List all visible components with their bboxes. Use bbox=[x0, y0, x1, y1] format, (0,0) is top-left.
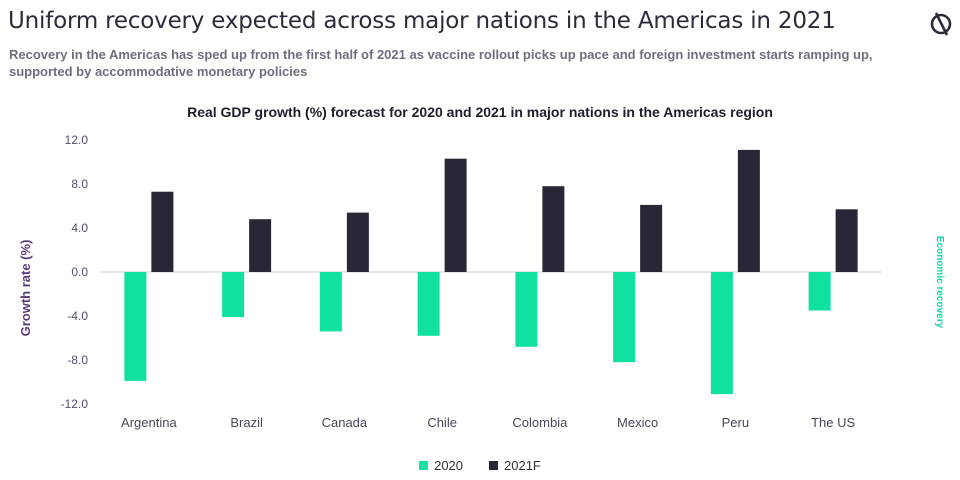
chart-title: Real GDP growth (%) forecast for 2020 an… bbox=[187, 104, 773, 120]
bar-2020-chile bbox=[417, 272, 440, 336]
x-tick-label: Canada bbox=[322, 415, 368, 430]
x-tick-label: Peru bbox=[722, 415, 749, 430]
legend-swatch-2020 bbox=[419, 461, 429, 470]
y-tick-label: 8.0 bbox=[71, 177, 88, 191]
legend-label-2021f: 2021F bbox=[504, 458, 541, 473]
bar-2021f-peru bbox=[737, 149, 760, 272]
bar-2021f-brazil bbox=[249, 219, 272, 272]
bar-2021f-the-us bbox=[835, 209, 858, 272]
legend-item-2021f: 2021F bbox=[489, 458, 541, 473]
y-tick-label: -8.0 bbox=[67, 353, 88, 367]
brand-logo-icon bbox=[930, 12, 952, 36]
y-axis-label: Growth rate (%) bbox=[18, 240, 33, 337]
legend-item-2020: 2020 bbox=[419, 458, 463, 473]
x-tick-label: Argentina bbox=[121, 415, 177, 430]
bar-2020-brazil bbox=[222, 272, 245, 318]
bar-2020-colombia bbox=[515, 272, 538, 347]
bar-2021f-mexico bbox=[640, 204, 663, 272]
right-axis-label: Economic recovery bbox=[934, 236, 945, 329]
bar-2020-argentina bbox=[124, 272, 147, 381]
chart-legend: 2020 2021F bbox=[0, 458, 960, 473]
y-tick-label: -4.0 bbox=[67, 309, 88, 323]
x-tick-label: Mexico bbox=[617, 415, 658, 430]
y-tick-label: -12.0 bbox=[61, 397, 89, 411]
bar-2021f-chile bbox=[444, 158, 467, 272]
x-tick-label: Brazil bbox=[230, 415, 263, 430]
bar-2020-the-us bbox=[808, 272, 831, 311]
page-title: Uniform recovery expected across major n… bbox=[8, 8, 836, 34]
bar-2021f-canada bbox=[346, 212, 369, 272]
y-tick-label: 12.0 bbox=[65, 133, 89, 147]
legend-swatch-2021f bbox=[489, 461, 499, 470]
page-subtitle: Recovery in the Americas has sped up fro… bbox=[9, 47, 873, 79]
bar-2020-peru bbox=[710, 272, 733, 395]
bar-2021f-colombia bbox=[542, 186, 565, 272]
bar-2020-mexico bbox=[613, 272, 636, 363]
x-tick-label: The US bbox=[811, 415, 855, 430]
bar-2021f-argentina bbox=[151, 191, 174, 272]
legend-label-2020: 2020 bbox=[434, 458, 464, 473]
y-tick-label: 4.0 bbox=[71, 221, 88, 235]
x-tick-label: Colombia bbox=[512, 415, 568, 430]
bar-2020-canada bbox=[319, 272, 342, 332]
y-tick-label: 0.0 bbox=[71, 265, 88, 279]
x-tick-label: Chile bbox=[427, 415, 457, 430]
